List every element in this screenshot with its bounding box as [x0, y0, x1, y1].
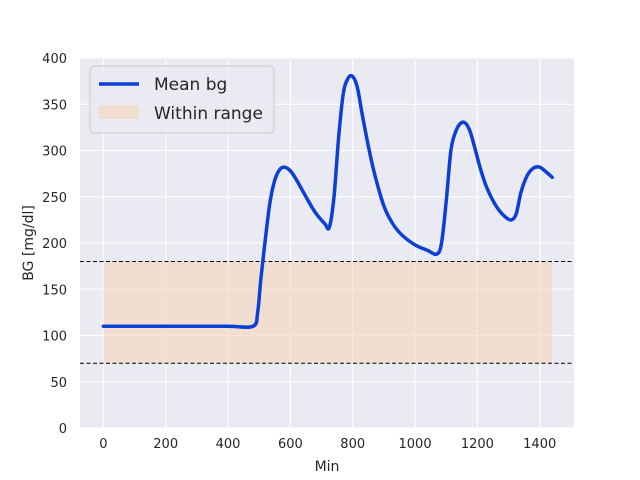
y-tick-label: 0 — [59, 422, 67, 437]
legend-label-mean-bg: Mean bg — [154, 75, 227, 95]
y-tick-label: 200 — [42, 237, 67, 252]
series-layer — [101, 73, 554, 330]
reference-lines — [80, 261, 574, 364]
y-tick-labels: 0 50 100 150 200 250 300 350 400 — [42, 52, 67, 437]
y-tick-label: 300 — [42, 145, 67, 160]
y-tick-label: 100 — [42, 330, 67, 345]
x-tick-label: 1000 — [399, 437, 432, 452]
x-tick-label: 0 — [99, 437, 107, 452]
y-tick-label: 150 — [42, 283, 67, 298]
x-tick-label: 200 — [153, 437, 178, 452]
x-tick-label: 400 — [216, 437, 241, 452]
legend-swatch-within-range — [99, 105, 139, 119]
y-axis-label: BG [mg/dl] — [21, 205, 37, 281]
x-tick-label: 800 — [340, 437, 365, 452]
y-tick-label: 50 — [50, 376, 67, 391]
x-tick-label: 600 — [278, 437, 303, 452]
within-range-band — [103, 261, 553, 364]
x-axis-label: Min — [315, 459, 340, 475]
x-tick-label: 1400 — [523, 437, 556, 452]
y-tick-label: 400 — [42, 52, 67, 67]
legend-label-within-range: Within range — [154, 104, 263, 124]
y-tick-label: 350 — [42, 98, 67, 113]
within-range-area — [103, 261, 553, 364]
y-tick-label: 250 — [42, 191, 67, 206]
x-tick-label: 1200 — [461, 437, 494, 452]
legend: Mean bg Within range — [89, 65, 275, 134]
series-line-mean-bg — [101, 73, 554, 330]
x-tick-labels: 0 200 400 600 800 1000 1200 1400 — [99, 437, 556, 452]
